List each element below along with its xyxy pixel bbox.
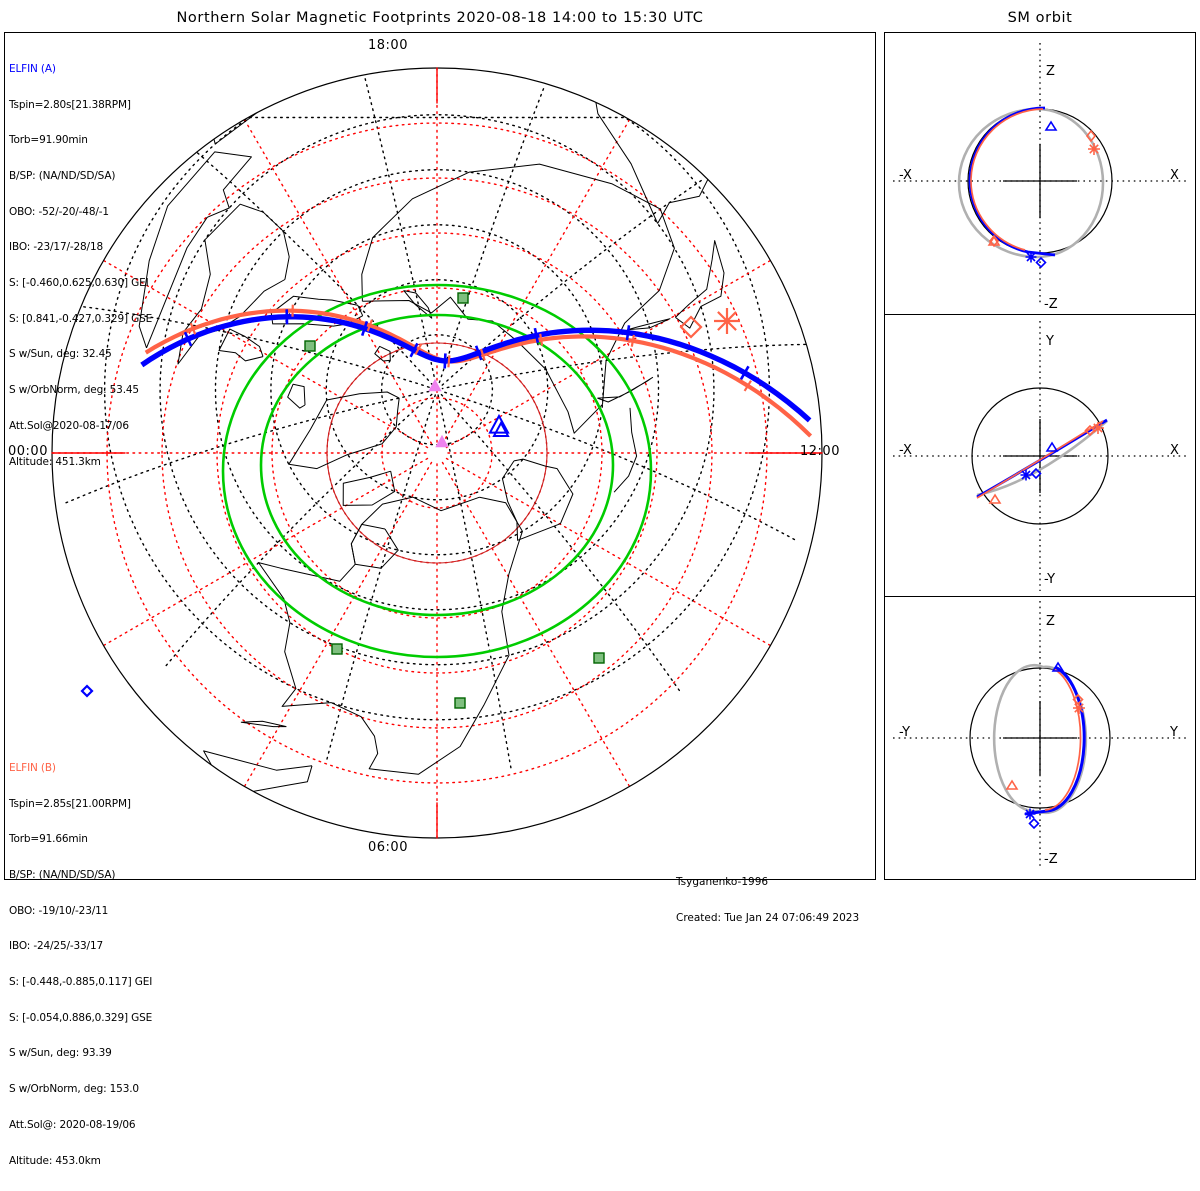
elfin-a-name: ELFIN (A) xyxy=(9,64,152,76)
elfin-b-line-10: Altitude: 453.0km xyxy=(9,1156,152,1168)
elfin-a-line-6: S: [0.841,-0.427,0.329] GSE xyxy=(9,314,152,326)
elfin-a-line-7: S w/Sun, deg: 32.45 xyxy=(9,349,152,361)
elfin-b-line-6: S: [-0.054,0.886,0.329] GSE xyxy=(9,1013,152,1025)
sm-yz-axis-z: Z xyxy=(1046,614,1055,629)
elfin-b-name: ELFIN (B) xyxy=(9,763,152,775)
elfin-b-line-1: Torb=91.66min xyxy=(9,834,152,846)
sm-orbit-panel-yz: Y -Y Z -Z xyxy=(884,596,1196,880)
sm-yz-axis-negz: -Z xyxy=(1044,852,1058,867)
sm-xz-axis-negx: -X xyxy=(899,168,912,183)
sm-yz-axis-negy: -Y xyxy=(899,725,910,740)
created-timestamp: Created: Tue Jan 24 07:06:49 2023 xyxy=(676,912,859,924)
sm-orbit-panel-xz: X -X Z -Z xyxy=(884,32,1196,315)
footer-block: Tsyganenko-1996 Created: Tue Jan 24 07:0… xyxy=(676,852,859,948)
mlt-label-12: 12:00 xyxy=(800,444,840,459)
elfin-a-info-block: ELFIN (A) Tspin=2.80s[21.38RPM] Torb=91.… xyxy=(9,40,152,492)
elfin-b-line-0: Tspin=2.85s[21.00RPM] xyxy=(9,799,152,811)
sm-orbit-title: SM orbit xyxy=(880,10,1200,26)
mlt-label-06: 06:00 xyxy=(368,840,408,855)
mlt-label-18: 18:00 xyxy=(368,38,408,53)
elfin-a-line-4: IBO: -23/17/-28/18 xyxy=(9,242,152,254)
sm-xz-axis-z: Z xyxy=(1046,64,1055,79)
figure-root: Northern Solar Magnetic Footprints 2020-… xyxy=(0,0,1200,900)
track-elfin-b xyxy=(146,311,811,436)
elfin-b-line-5: S: [-0.448,-0.885,0.117] GEI xyxy=(9,977,152,989)
mlt-label-00: 00:00 xyxy=(8,444,48,459)
geo-graticule xyxy=(66,79,805,768)
model-name: Tsyganenko-1996 xyxy=(676,876,859,888)
coastlines xyxy=(139,60,724,793)
elfin-b-line-3: OBO: -19/10/-23/11 xyxy=(9,906,152,918)
track-elfin-a xyxy=(142,317,810,421)
elfin-a-line-3: OBO: -52/-20/-48/-1 xyxy=(9,207,152,219)
sm-xy-axis-negy: -Y xyxy=(1044,572,1055,587)
sm-xz-axis-negz: -Z xyxy=(1044,297,1058,312)
sm-xy-axis-negx: -X xyxy=(899,443,912,458)
elfin-a-line-0: Tspin=2.80s[21.38RPM] xyxy=(9,100,152,112)
elfin-a-line-8: S w/OrbNorm, deg: 53.45 xyxy=(9,385,152,397)
sm-orbit-xy-svg: X -X Y -Y xyxy=(885,315,1195,596)
sm-xz-axis-x: X xyxy=(1170,168,1179,183)
sm-yz-axis-y: Y xyxy=(1169,725,1178,740)
sm-xy-axis-x: X xyxy=(1170,443,1179,458)
elfin-b-line-9: Att.Sol@: 2020-08-19/06 xyxy=(9,1120,152,1132)
sm-orbit-panel-xy: X -X Y -Y xyxy=(884,314,1196,597)
elfin-b-line-4: IBO: -24/25/-33/17 xyxy=(9,941,152,953)
elfin-b-line-8: S w/OrbNorm, deg: 153.0 xyxy=(9,1084,152,1096)
sm-orbit-xz-svg: X -X Z -Z xyxy=(885,33,1195,314)
elfin-a-line-5: S: [-0.460,0.625,0.630] GEI xyxy=(9,278,152,290)
elfin-a-line-9: Att.Sol@2020-08-17/06 xyxy=(9,421,152,433)
sm-xy-axis-y: Y xyxy=(1045,334,1054,349)
elfin-b-line-2: B/SP: (NA/ND/SD/SA) xyxy=(9,870,152,882)
elfin-a-line-1: Torb=91.90min xyxy=(9,135,152,147)
sm-orbit-yz-svg: Y -Y Z -Z xyxy=(885,597,1195,879)
elfin-b-line-7: S w/Sun, deg: 93.39 xyxy=(9,1048,152,1060)
elfin-b-info-block: ELFIN (B) Tspin=2.85s[21.00RPM] Torb=91.… xyxy=(9,739,152,1191)
page-title: Northern Solar Magnetic Footprints 2020-… xyxy=(0,10,880,26)
elfin-a-line-2: B/SP: (NA/ND/SD/SA) xyxy=(9,171,152,183)
